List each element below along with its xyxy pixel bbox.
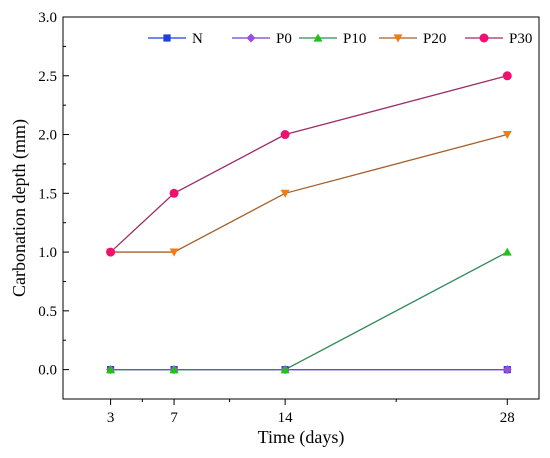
- legend-label-n: N: [192, 31, 203, 47]
- legend-label-p0: P0: [276, 31, 292, 47]
- x-tick-label: 3: [107, 410, 115, 426]
- legend: N P0 P10 P20 P30: [148, 31, 532, 47]
- data-point-p10: [169, 365, 179, 374]
- y-axis-title: Carbonation depth (mm): [9, 119, 30, 297]
- tick-labels: 0.0 0.5 1.0 1.5 2.0 2.5 3.0 3 7 14 28: [38, 10, 515, 426]
- series-line-p20: [110, 133, 508, 253]
- plot-frame: [62, 16, 540, 400]
- y-tick-label: 0.0: [38, 363, 57, 379]
- y-tick-label: 1.5: [38, 186, 57, 202]
- data-point-p0: [502, 365, 512, 375]
- data-point-p30: [280, 130, 290, 140]
- data-point-p20: [169, 248, 179, 257]
- series-markers: [106, 71, 512, 375]
- y-tick-label: 0.5: [38, 304, 57, 320]
- legend-marker-p20: [393, 34, 403, 43]
- data-point-p30: [169, 188, 179, 198]
- y-tick-label: 2.0: [38, 128, 57, 144]
- legend-label-p10: P10: [343, 31, 366, 47]
- legend-label-p20: P20: [423, 31, 446, 47]
- data-point-p20: [280, 189, 290, 198]
- x-tick-label: 28: [500, 410, 515, 426]
- y-tick-label: 3.0: [38, 10, 57, 26]
- x-tick-label: 14: [278, 410, 294, 426]
- x-axis-title: Time (days): [258, 427, 345, 448]
- data-point-p30: [502, 71, 512, 81]
- legend-label-p30: P30: [509, 31, 532, 47]
- series-line-p30: [110, 75, 508, 253]
- legend-marker-n: [163, 34, 171, 42]
- axis-ticks: [63, 16, 508, 405]
- data-point-p10: [106, 365, 116, 374]
- data-point-p30: [106, 247, 116, 257]
- y-tick-label: 2.5: [38, 69, 57, 85]
- x-tick-label: 7: [170, 410, 178, 426]
- data-point-p10: [502, 247, 512, 256]
- data-point-p10: [280, 365, 290, 374]
- y-tick-label: 1.0: [38, 245, 57, 261]
- data-point-p20: [502, 130, 512, 140]
- legend-marker-p10: [313, 33, 323, 42]
- series-line-p10: [110, 251, 508, 371]
- series-lines: [110, 75, 508, 371]
- legend-marker-p0: [246, 33, 256, 43]
- legend-marker-p30: [479, 33, 489, 43]
